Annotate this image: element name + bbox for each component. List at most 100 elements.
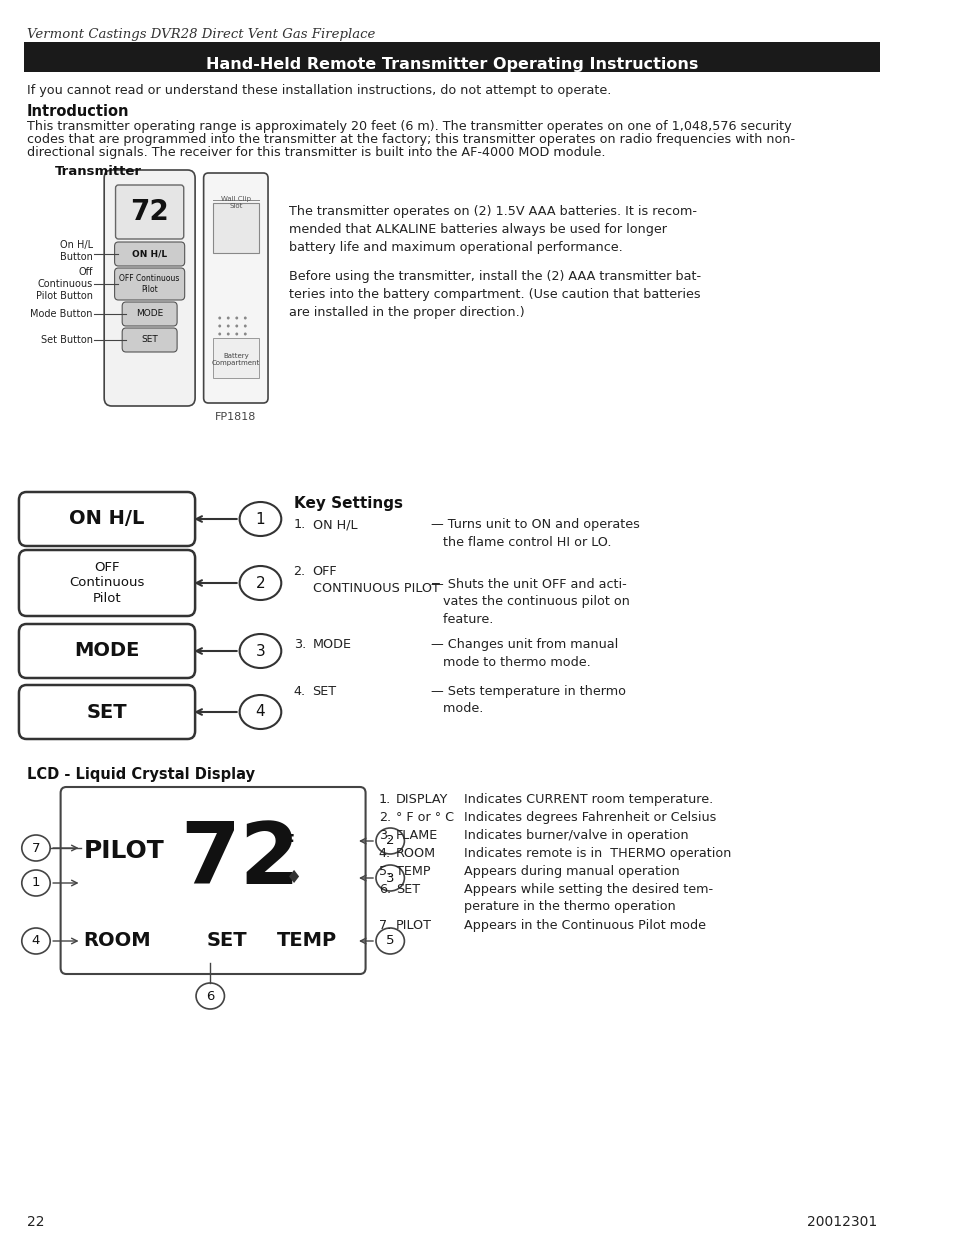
FancyBboxPatch shape bbox=[19, 550, 195, 616]
FancyBboxPatch shape bbox=[115, 185, 184, 240]
Text: — Turns unit to ON and operates
   the flame control HI or LO.: — Turns unit to ON and operates the flam… bbox=[431, 517, 639, 548]
Text: OFF
Continuous
Pilot: OFF Continuous Pilot bbox=[70, 561, 145, 605]
Ellipse shape bbox=[375, 864, 404, 890]
Circle shape bbox=[235, 316, 238, 320]
Text: ♦: ♦ bbox=[285, 869, 301, 887]
Circle shape bbox=[227, 332, 230, 336]
Text: °: ° bbox=[274, 831, 281, 845]
Text: Transmitter: Transmitter bbox=[55, 165, 142, 178]
Circle shape bbox=[218, 325, 221, 327]
Text: 2: 2 bbox=[386, 835, 394, 847]
Text: TEMP: TEMP bbox=[276, 931, 336, 951]
FancyBboxPatch shape bbox=[122, 303, 177, 326]
Text: FP1818: FP1818 bbox=[215, 412, 256, 422]
Text: — Shuts the unit OFF and acti-
   vates the continuous pilot on
   feature.: — Shuts the unit OFF and acti- vates the… bbox=[431, 578, 629, 626]
FancyBboxPatch shape bbox=[104, 170, 195, 406]
Text: LCD - Liquid Crystal Display: LCD - Liquid Crystal Display bbox=[27, 767, 254, 782]
Circle shape bbox=[227, 316, 230, 320]
Text: 3.: 3. bbox=[378, 829, 391, 842]
FancyBboxPatch shape bbox=[203, 173, 268, 403]
FancyBboxPatch shape bbox=[19, 492, 195, 546]
Text: OFF
CONTINUOUS PILOT: OFF CONTINUOUS PILOT bbox=[313, 564, 439, 594]
Text: MODE: MODE bbox=[74, 641, 139, 661]
Text: 3: 3 bbox=[386, 872, 394, 884]
Text: SET: SET bbox=[313, 685, 336, 698]
Text: PILOT: PILOT bbox=[83, 839, 164, 863]
Text: On H/L
Button: On H/L Button bbox=[60, 240, 92, 262]
Text: FLAME: FLAME bbox=[395, 829, 437, 842]
Ellipse shape bbox=[239, 501, 281, 536]
Text: 20012301: 20012301 bbox=[806, 1215, 876, 1229]
Ellipse shape bbox=[375, 827, 404, 853]
Text: — Changes unit from manual
   mode to thermo mode.: — Changes unit from manual mode to therm… bbox=[431, 638, 618, 668]
FancyBboxPatch shape bbox=[19, 624, 195, 678]
Ellipse shape bbox=[239, 634, 281, 668]
Text: Set Button: Set Button bbox=[41, 335, 92, 345]
Text: Appears in the Continuous Pilot mode: Appears in the Continuous Pilot mode bbox=[463, 919, 705, 932]
Text: PILOT: PILOT bbox=[395, 919, 432, 932]
Text: — Sets temperature in thermo
   mode.: — Sets temperature in thermo mode. bbox=[431, 685, 625, 715]
Text: Before using the transmitter, install the (2) AAA transmitter bat-
teries into t: Before using the transmitter, install th… bbox=[289, 270, 700, 319]
Text: 5.: 5. bbox=[378, 864, 391, 878]
Text: 4: 4 bbox=[255, 704, 265, 720]
Text: Vermont Castings DVR28 Direct Vent Gas Fireplace: Vermont Castings DVR28 Direct Vent Gas F… bbox=[27, 28, 375, 41]
Ellipse shape bbox=[375, 927, 404, 953]
Text: Key Settings: Key Settings bbox=[294, 496, 402, 511]
Circle shape bbox=[244, 316, 247, 320]
Text: codes that are programmed into the transmitter at the factory; this transmitter : codes that are programmed into the trans… bbox=[27, 133, 794, 146]
Text: SET: SET bbox=[395, 883, 419, 897]
Text: Mode Button: Mode Button bbox=[30, 309, 92, 319]
Text: 4: 4 bbox=[31, 935, 40, 947]
Text: MODE: MODE bbox=[313, 638, 351, 651]
FancyBboxPatch shape bbox=[213, 203, 258, 253]
Text: Introduction: Introduction bbox=[27, 104, 129, 119]
Text: SET: SET bbox=[87, 703, 127, 721]
Text: Indicates remote is in  THERMO operation: Indicates remote is in THERMO operation bbox=[463, 847, 731, 860]
Text: OFF Continuous
Pilot: OFF Continuous Pilot bbox=[119, 274, 179, 294]
FancyBboxPatch shape bbox=[114, 242, 185, 266]
Text: 4.: 4. bbox=[378, 847, 391, 860]
Text: 1.: 1. bbox=[294, 517, 306, 531]
Text: 6: 6 bbox=[206, 989, 214, 1003]
Circle shape bbox=[227, 325, 230, 327]
Ellipse shape bbox=[22, 927, 51, 953]
FancyBboxPatch shape bbox=[24, 42, 879, 72]
Circle shape bbox=[235, 325, 238, 327]
Text: Off
Continuous
Pilot Button: Off Continuous Pilot Button bbox=[36, 268, 92, 300]
FancyBboxPatch shape bbox=[19, 685, 195, 739]
Text: ROOM: ROOM bbox=[83, 931, 151, 951]
Text: Appears during manual operation: Appears during manual operation bbox=[463, 864, 679, 878]
Ellipse shape bbox=[196, 983, 224, 1009]
Text: Battery
Compartment: Battery Compartment bbox=[212, 353, 259, 366]
Text: Appears while setting the desired tem-
perature in the thermo operation: Appears while setting the desired tem- p… bbox=[463, 883, 713, 913]
Text: F: F bbox=[281, 834, 294, 852]
Text: Indicates burner/valve in operation: Indicates burner/valve in operation bbox=[463, 829, 688, 842]
Text: 7: 7 bbox=[31, 841, 40, 855]
Text: This transmitter operating range is approximately 20 feet (6 m). The transmitter: This transmitter operating range is appr… bbox=[27, 120, 790, 133]
Text: TEMP: TEMP bbox=[395, 864, 430, 878]
Text: 1.: 1. bbox=[378, 793, 391, 806]
Text: DISPLAY: DISPLAY bbox=[395, 793, 448, 806]
Text: Wall Clip
Slot: Wall Clip Slot bbox=[220, 196, 251, 209]
FancyBboxPatch shape bbox=[213, 338, 258, 378]
Text: SET: SET bbox=[141, 336, 158, 345]
Text: 7.: 7. bbox=[378, 919, 391, 932]
Ellipse shape bbox=[239, 566, 281, 600]
Text: 72: 72 bbox=[131, 198, 169, 226]
Text: 72: 72 bbox=[180, 820, 299, 903]
Ellipse shape bbox=[22, 835, 51, 861]
FancyBboxPatch shape bbox=[61, 787, 365, 974]
Ellipse shape bbox=[239, 695, 281, 729]
Text: 3: 3 bbox=[255, 643, 265, 658]
Text: If you cannot read or understand these installation instructions, do not attempt: If you cannot read or understand these i… bbox=[27, 84, 610, 98]
Text: ° F or ° C: ° F or ° C bbox=[395, 811, 454, 824]
Circle shape bbox=[244, 332, 247, 336]
Text: 2.: 2. bbox=[378, 811, 391, 824]
Text: 1: 1 bbox=[255, 511, 265, 526]
Text: 2.: 2. bbox=[294, 564, 305, 578]
Ellipse shape bbox=[22, 869, 51, 897]
FancyBboxPatch shape bbox=[114, 268, 185, 300]
Text: 5: 5 bbox=[386, 935, 394, 947]
Text: Hand-Held Remote Transmitter Operating Instructions: Hand-Held Remote Transmitter Operating I… bbox=[205, 57, 698, 72]
Text: 2: 2 bbox=[255, 576, 265, 590]
